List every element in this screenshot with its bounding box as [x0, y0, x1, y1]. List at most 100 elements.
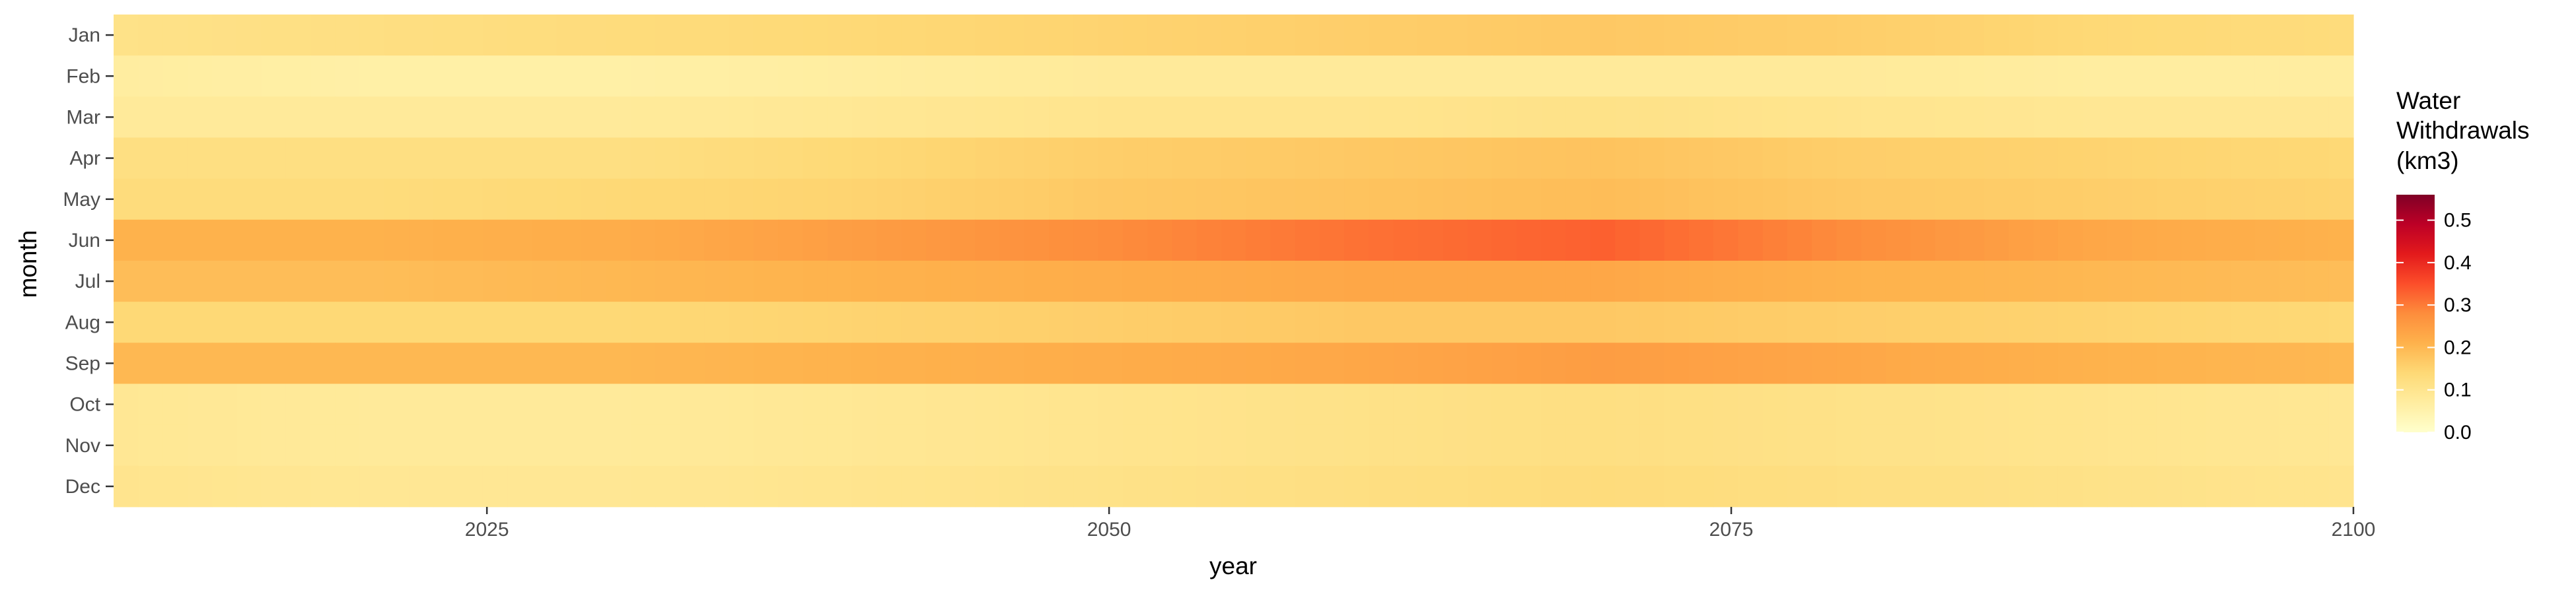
heatmap-cell — [1861, 137, 1886, 180]
heatmap-cell — [261, 96, 287, 138]
heatmap-cell — [1417, 219, 1443, 261]
heatmap-cell — [187, 343, 213, 384]
heatmap-cell — [2009, 15, 2034, 56]
heatmap-cell — [1417, 261, 1443, 302]
heatmap-cell — [2205, 383, 2231, 426]
heatmap-cell — [1196, 96, 1222, 138]
heatmap-cell — [999, 15, 1025, 56]
heatmap-cell — [877, 343, 902, 384]
heatmap-cell — [606, 178, 631, 220]
heatmap-cell — [1049, 96, 1074, 138]
heatmap-cell — [2156, 15, 2182, 56]
heatmap-cell — [1910, 15, 1936, 56]
heatmap-cell — [433, 55, 459, 97]
heatmap-cell — [877, 96, 902, 138]
heatmap-cell — [2205, 465, 2231, 508]
heatmap-cell — [1541, 55, 1567, 97]
heatmap-cell — [335, 383, 361, 426]
heatmap-cell — [236, 302, 262, 343]
heatmap-cell — [630, 343, 656, 384]
heatmap-cell — [1713, 137, 1738, 180]
heatmap-cell — [458, 178, 483, 220]
heatmap-cell — [1664, 383, 1690, 426]
heatmap-cell — [162, 261, 188, 302]
heatmap-cell — [482, 178, 508, 220]
heatmap-cell — [1491, 383, 1517, 426]
heatmap-cell — [753, 15, 779, 56]
heatmap-cell — [1443, 424, 1468, 467]
heatmap-cell — [1639, 219, 1665, 261]
heatmap-cell — [1467, 302, 1493, 343]
heatmap-cell — [236, 178, 262, 220]
heatmap-cell — [877, 302, 902, 343]
y-tick-label: Sep — [65, 352, 100, 374]
heatmap-cell — [2254, 55, 2280, 97]
heatmap-cell — [1615, 302, 1640, 343]
heatmap-cell — [2057, 343, 2083, 384]
heatmap-cell — [2083, 302, 2108, 343]
heatmap-cell — [925, 96, 951, 138]
heatmap-cell — [1713, 55, 1738, 97]
heatmap-cell — [1713, 178, 1738, 220]
heatmap-cell — [1639, 261, 1665, 302]
heatmap-cell — [212, 15, 237, 56]
heatmap-cell — [1885, 343, 1911, 384]
x-axis: 2025 2050 2075 2100 — [465, 507, 2375, 541]
heatmap-cell — [532, 343, 557, 384]
heatmap-cell — [901, 55, 927, 97]
heatmap-cell — [680, 302, 705, 343]
heatmap-cell — [1688, 55, 1714, 97]
heatmap-cell — [1319, 465, 1345, 508]
heatmap-cell — [2328, 424, 2354, 467]
heatmap-cell — [1713, 96, 1738, 138]
heatmap-cell — [1344, 178, 1370, 220]
heatmap-cell — [655, 137, 680, 180]
heatmap-cell — [753, 55, 779, 97]
heatmap-cell — [1221, 15, 1246, 56]
heatmap-cell — [310, 383, 336, 426]
heatmap-cell — [285, 261, 311, 302]
heatmap-cell — [1319, 178, 1345, 220]
heatmap-cell — [1812, 219, 1838, 261]
heatmap-cell — [1885, 261, 1911, 302]
heatmap-cell — [1319, 96, 1345, 138]
heatmap-cell — [975, 137, 1001, 180]
heatmap-cell — [1122, 465, 1148, 508]
y-tick-label: Oct — [69, 394, 100, 416]
heatmap-cell — [2279, 15, 2305, 56]
heatmap-cell — [753, 383, 779, 426]
heatmap-cell — [1738, 261, 1764, 302]
heatmap-cell — [2254, 137, 2280, 180]
heatmap-cell — [162, 302, 188, 343]
heatmap-cell — [753, 96, 779, 138]
heatmap-cell — [1541, 261, 1567, 302]
heatmap-cell — [1443, 219, 1468, 261]
heatmap-cell — [2230, 343, 2256, 384]
heatmap-cell — [1639, 424, 1665, 467]
heatmap-cell — [2033, 96, 2059, 138]
heatmap-cell — [778, 343, 803, 384]
heatmap-cell — [482, 137, 508, 180]
heatmap-cell — [606, 465, 631, 508]
heatmap-cell — [2057, 219, 2083, 261]
heatmap-cell — [1590, 302, 1616, 343]
heatmap-cell — [1491, 137, 1517, 180]
heatmap-cell — [1246, 424, 1271, 467]
heatmap-cell — [2107, 55, 2133, 97]
heatmap-cell — [1393, 55, 1419, 97]
heatmap-cell — [1738, 137, 1764, 180]
heatmap-cell — [729, 465, 754, 508]
heatmap-cell — [1762, 465, 1788, 508]
heatmap-cell — [1787, 261, 1812, 302]
heatmap-cell — [827, 219, 853, 261]
heatmap-cell — [532, 178, 557, 220]
heatmap-cell — [2033, 219, 2059, 261]
heatmap-cell — [433, 96, 459, 138]
heatmap-cell — [1688, 465, 1714, 508]
heatmap-cell — [803, 55, 828, 97]
heatmap-cell — [1491, 343, 1517, 384]
heatmap-cell — [2107, 383, 2133, 426]
heatmap-cell — [2083, 219, 2108, 261]
heatmap-cell — [1098, 261, 1124, 302]
heatmap-cell — [2131, 261, 2157, 302]
